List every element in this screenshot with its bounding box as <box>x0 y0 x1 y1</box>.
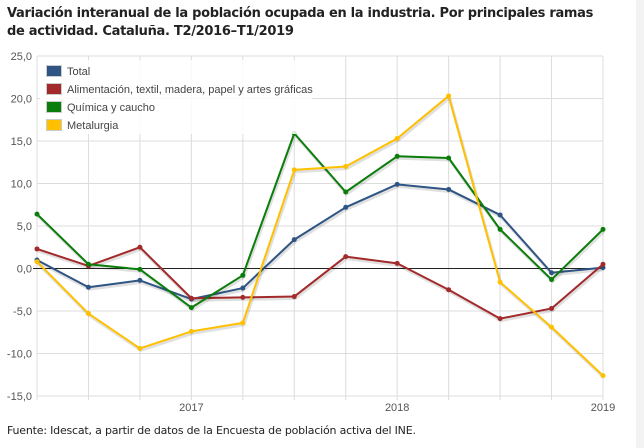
legend-label: Metalurgia <box>67 120 119 132</box>
data-point <box>497 212 503 218</box>
data-point <box>446 155 452 161</box>
y-axis-ticks: 25,0 20,0 15,0 10,0 5,0 0,0 -5,0 -10,0 -15,0 <box>7 51 32 403</box>
scrollbar-track[interactable] <box>636 0 644 448</box>
source-footer: Fuente: Idescat, a partir de datos de la… <box>7 424 416 437</box>
legend-label: Alimentación, textil, madera, papel y ar… <box>67 84 313 96</box>
legend-label: Total <box>67 66 90 78</box>
y-tick-label: -15,0 <box>7 391 32 403</box>
chart-title: Variación interanual de la población ocu… <box>7 6 594 39</box>
data-point <box>394 181 400 187</box>
series-shadow <box>37 184 605 303</box>
legend: Total Alimentación, textil, madera, papel… <box>40 60 313 134</box>
data-point <box>291 294 297 300</box>
data-point <box>137 277 143 283</box>
data-point <box>137 244 143 250</box>
data-point <box>394 260 400 266</box>
series-3 <box>34 93 606 379</box>
data-point <box>188 328 194 334</box>
series-shadow <box>37 247 605 323</box>
legend-label: Química y caucho <box>67 102 155 114</box>
y-tick-label: 20,0 <box>11 94 32 106</box>
data-point <box>446 287 452 293</box>
y-tick-label: -5,0 <box>13 306 32 318</box>
data-point <box>394 135 400 141</box>
data-point <box>549 305 555 311</box>
data-point <box>343 189 349 195</box>
legend-swatch <box>46 83 62 95</box>
legend-swatch <box>46 119 62 131</box>
data-point <box>600 226 606 232</box>
x-tick-label: 2017 <box>179 402 203 414</box>
x-axis-ticks: 2017 2018 2019 <box>179 402 615 414</box>
series-2 <box>34 130 606 312</box>
data-point <box>34 246 40 252</box>
y-tick-label: 25,0 <box>11 51 32 63</box>
y-tick-label: 0,0 <box>17 264 32 276</box>
x-tick-label: 2019 <box>591 402 615 414</box>
data-point <box>549 324 555 330</box>
legend-background <box>40 60 312 134</box>
data-point <box>600 261 606 267</box>
y-tick-label: 10,0 <box>11 179 32 191</box>
data-point <box>291 237 297 243</box>
data-point <box>549 270 555 276</box>
data-point <box>240 320 246 326</box>
data-point <box>137 345 143 351</box>
y-tick-label: 5,0 <box>17 221 32 233</box>
data-point <box>240 294 246 300</box>
data-point <box>240 285 246 291</box>
data-point <box>188 305 194 311</box>
data-point <box>137 266 143 272</box>
data-point <box>497 316 503 322</box>
data-point <box>446 93 452 99</box>
y-tick-label: -10,0 <box>7 349 32 361</box>
x-tick-label: 2018 <box>385 402 409 414</box>
data-point <box>291 167 297 173</box>
series-line <box>36 183 604 301</box>
legend-swatch <box>46 101 62 113</box>
series-1 <box>34 244 606 323</box>
data-point <box>85 261 91 267</box>
data-point <box>343 164 349 169</box>
data-point <box>497 226 503 232</box>
legend-swatch <box>46 65 62 77</box>
data-point <box>34 259 40 265</box>
data-point <box>446 186 452 192</box>
y-tick-label: 15,0 <box>11 136 32 148</box>
series-lines <box>34 93 606 379</box>
series-0 <box>34 181 606 303</box>
data-point <box>600 373 606 379</box>
data-point <box>85 284 91 290</box>
data-point <box>240 272 246 278</box>
data-point <box>497 279 503 285</box>
series-line <box>36 94 604 377</box>
data-point <box>188 295 194 301</box>
data-point <box>343 204 349 210</box>
data-point <box>85 311 91 317</box>
series-line <box>36 246 604 320</box>
data-point <box>394 153 400 159</box>
data-point <box>343 254 349 260</box>
data-point <box>34 211 40 217</box>
data-point <box>549 277 555 283</box>
series-line <box>36 132 604 309</box>
